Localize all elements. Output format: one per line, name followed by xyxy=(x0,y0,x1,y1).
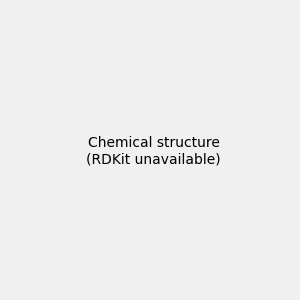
Text: Chemical structure
(RDKit unavailable): Chemical structure (RDKit unavailable) xyxy=(86,136,221,166)
